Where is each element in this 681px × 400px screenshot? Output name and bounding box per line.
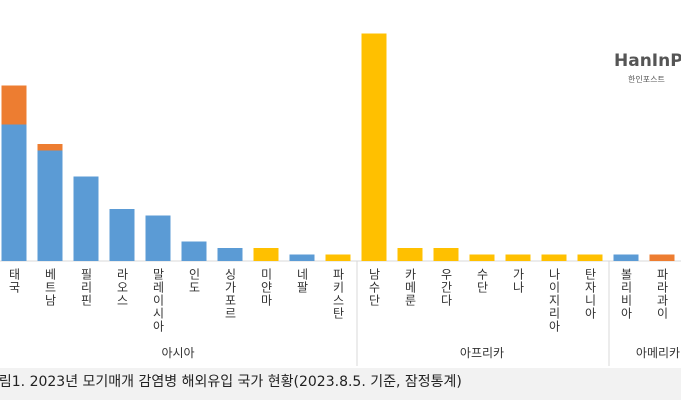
bar <box>325 254 351 261</box>
bar <box>397 248 423 261</box>
bar <box>469 254 495 261</box>
x-tick-label: 미얀마 <box>259 268 273 307</box>
caption-band <box>0 368 681 400</box>
bar <box>109 209 135 261</box>
x-tick-label: 싱가포르 <box>223 268 237 320</box>
caption: 그림1. 2023년 모기매개 감염병 해외유입 국가 현황(2023.8.5.… <box>0 374 462 390</box>
bar <box>181 241 207 261</box>
logo: HanInPost <box>614 51 681 71</box>
bar <box>37 144 63 151</box>
group-label: 아시아 <box>161 346 194 360</box>
bar <box>253 248 279 261</box>
x-tick-label: 탄자니아 <box>583 268 597 320</box>
x-tick-label: 파라과이 <box>655 268 669 320</box>
x-tick-label: 남수단 <box>367 268 381 307</box>
bar <box>217 248 243 261</box>
x-tick-label: 파키스탄 <box>331 268 345 320</box>
group-label: 아메리카 <box>636 346 680 360</box>
bar <box>577 254 603 261</box>
bar <box>505 254 531 261</box>
x-tick-label: 나이지리아 <box>547 268 561 333</box>
bar <box>1 124 27 261</box>
x-tick-label: 라오스 <box>115 268 129 307</box>
x-tick-label: 수단 <box>475 268 489 294</box>
x-tick-label: 카메룬 <box>403 268 417 307</box>
x-tick-label: 가나 <box>511 268 525 294</box>
x-tick-label: 태국 <box>7 268 21 294</box>
bar <box>361 33 387 261</box>
bar <box>613 254 639 261</box>
x-tick-label: 우간다 <box>439 268 453 307</box>
bar <box>541 254 567 261</box>
bar <box>433 248 459 261</box>
x-tick-label: 말레이시아 <box>151 268 165 333</box>
bar <box>289 254 315 261</box>
bar <box>145 215 171 261</box>
x-tick-label: 볼리비아 <box>619 268 633 320</box>
bar <box>73 176 99 261</box>
bar <box>37 150 63 261</box>
x-tick-label: 베트남 <box>43 268 57 307</box>
bar <box>1 85 27 125</box>
x-tick-label: 인도 <box>187 268 201 294</box>
logo-sub: 한인포스트 <box>628 74 665 84</box>
group-label: 아프리카 <box>460 346 504 360</box>
bar <box>649 254 675 261</box>
x-tick-label: 필리핀 <box>79 268 93 307</box>
x-tick-label: 네팔 <box>295 268 309 294</box>
